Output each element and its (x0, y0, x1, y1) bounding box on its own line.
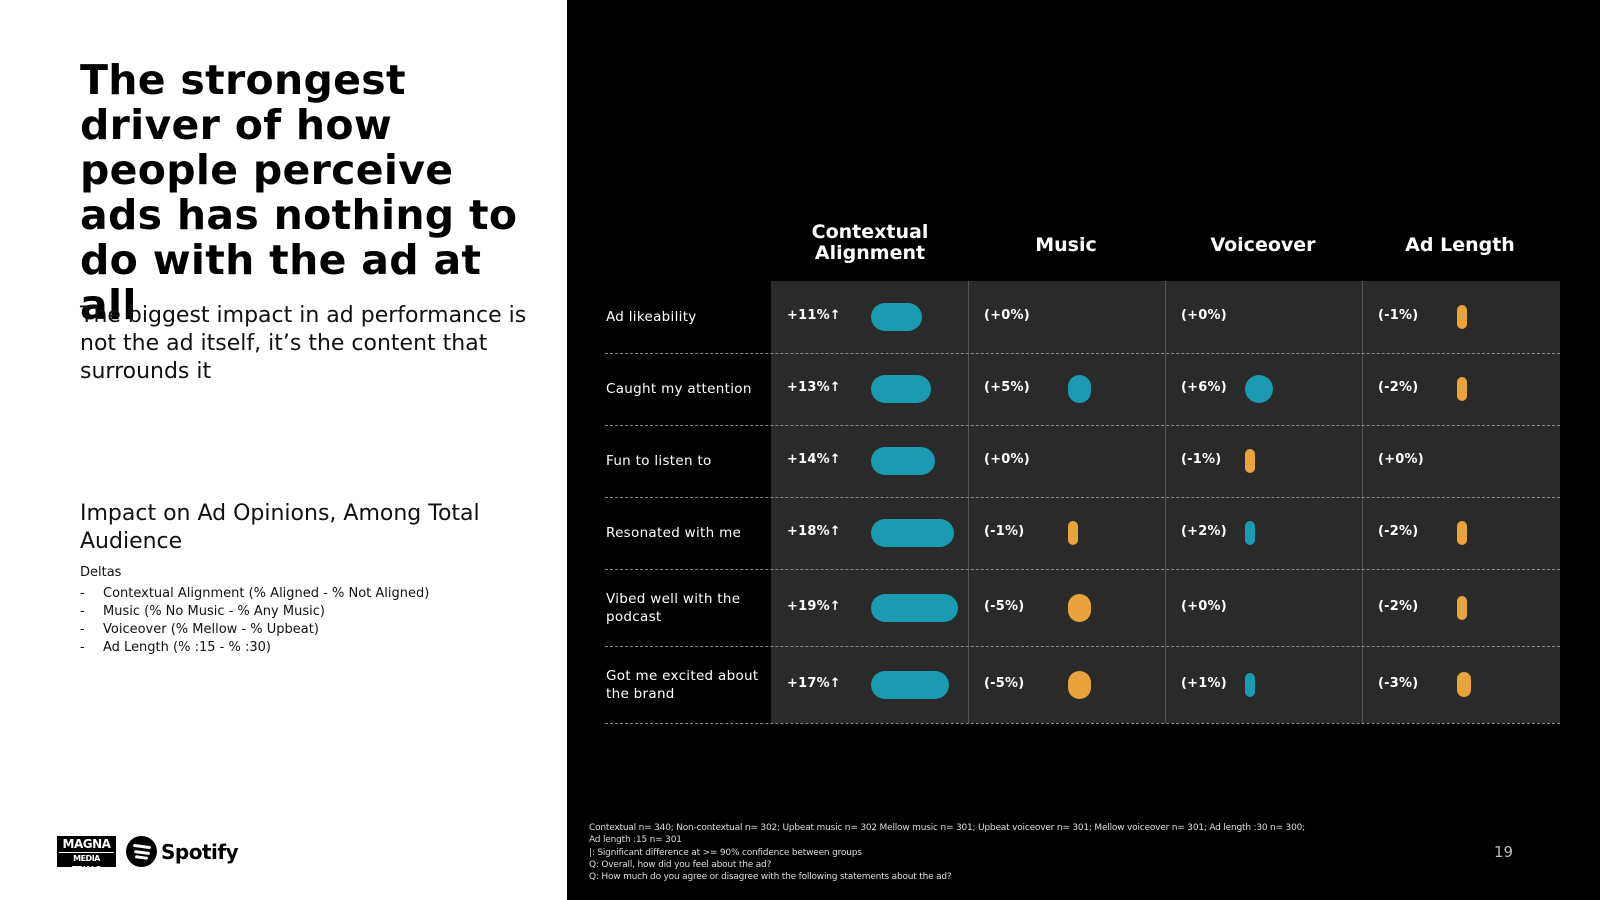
spotify-icon (126, 836, 157, 867)
row-divider (605, 569, 1560, 570)
row-divider (605, 723, 1560, 724)
data-label: (+0%) (984, 308, 1030, 323)
data-mark (1457, 671, 1471, 698)
column-header-contextual: Contextual Alignment (811, 221, 929, 264)
footnote-line: Contextual n= 340; Non-contextual n= 302… (589, 823, 1305, 833)
data-label: +18%↑ (787, 524, 841, 539)
data-label: +17%↑ (787, 675, 841, 691)
spotify-wordmark: Spotify (161, 839, 239, 864)
magna-logo: MAGNA MEDIA TRIALS (57, 836, 116, 874)
deltas-item: Contextual Alignment (% Aligned - % Not … (80, 585, 429, 603)
data-label: (-1%) (984, 524, 1025, 539)
data-label: (-5%) (984, 598, 1025, 614)
row-label: Got me excited about the brand (606, 667, 759, 702)
data-label: (+0%) (1181, 308, 1227, 323)
data-mark (1457, 595, 1467, 620)
column-bg-voiceover (1165, 281, 1362, 723)
footnotes: Contextual n= 340; Non-contextual n= 302… (589, 822, 1389, 883)
data-label: (-1%) (1378, 308, 1419, 323)
column-bg-music (968, 281, 1165, 723)
page-title: The strongest driver of how people perce… (80, 56, 518, 329)
data-mark (1245, 449, 1255, 473)
data-label: +14%↑ (787, 452, 841, 467)
data-label: (+5%) (984, 380, 1030, 395)
data-mark (1245, 672, 1255, 697)
data-mark (1068, 375, 1091, 403)
chart-title: Impact on Ad Opinions, Among Total Audie… (80, 501, 480, 554)
deltas-legend: Deltas Contextual Alignment (% Aligned -… (80, 565, 429, 657)
row-divider (605, 646, 1560, 647)
row-divider (605, 353, 1560, 354)
deltas-item: Music (% No Music - % Any Music) (80, 603, 429, 621)
column-divider (968, 281, 969, 723)
column-header-ad-length: Ad Length (1405, 234, 1515, 256)
data-mark (871, 303, 922, 331)
row-label: Ad likeability (606, 309, 697, 325)
row-label: Fun to listen to (606, 453, 712, 469)
data-label: (+0%) (984, 452, 1030, 467)
footnote-line: Ad length :15 n= 301 (589, 835, 682, 846)
data-label: (-2%) (1378, 598, 1419, 614)
data-label: (+0%) (1181, 598, 1227, 614)
data-mark (871, 593, 958, 622)
data-mark (871, 670, 949, 699)
column-header-music: Music (1035, 234, 1097, 256)
data-mark (1457, 521, 1467, 545)
column-bg-ad-length (1362, 281, 1560, 723)
data-mark (1068, 521, 1078, 545)
footnote-line: Q: Overall, how did you feel about the a… (589, 859, 772, 870)
row-divider (605, 425, 1560, 426)
data-mark (1457, 305, 1467, 329)
data-mark (871, 447, 935, 475)
data-label: (+6%) (1181, 380, 1227, 395)
column-divider (1362, 281, 1363, 723)
subheadline: The biggest impact in ad performance is … (80, 303, 527, 384)
page-number: 19 (1494, 843, 1514, 861)
data-label: (+1%) (1181, 675, 1227, 691)
deltas-list: Contextual Alignment (% Aligned - % Not … (80, 585, 429, 657)
row-label: Caught my attention (606, 381, 752, 397)
spotify-logo: Spotify (126, 836, 239, 867)
footnote-line: Q: How much do you agree or disagree wit… (589, 872, 952, 883)
deltas-item: Ad Length (% :15 - % :30) (80, 639, 429, 657)
magna-logo-text: MAGNA (62, 837, 111, 851)
column-bg-contextual (771, 281, 968, 723)
deltas-item: Voiceover (% Mellow - % Upbeat) (80, 621, 429, 639)
column-divider (1165, 281, 1166, 723)
data-label: +19%↑ (787, 598, 841, 614)
magna-logo-subtext: MEDIA TRIALS (59, 852, 114, 875)
data-mark (1068, 670, 1091, 699)
data-label: (-1%) (1181, 452, 1222, 467)
data-label: +11%↑ (787, 308, 841, 323)
data-mark (1457, 377, 1467, 401)
data-mark (1068, 593, 1091, 622)
data-label: +13%↑ (787, 380, 841, 395)
data-mark (871, 519, 954, 547)
data-label: (+2%) (1181, 524, 1227, 539)
column-header-voiceover: Voiceover (1210, 234, 1316, 256)
data-label: (-5%) (984, 675, 1025, 691)
data-label: (-3%) (1378, 675, 1419, 691)
left-panel: The strongest driver of how people perce… (0, 0, 567, 900)
data-mark (1245, 521, 1255, 545)
deltas-label: Deltas (80, 565, 122, 580)
data-label: (+0%) (1378, 452, 1424, 467)
footnote-line: |: Significant difference at >= 90% conf… (589, 847, 862, 858)
row-label: Resonated with me (606, 525, 742, 541)
data-label: (-2%) (1378, 380, 1419, 395)
data-mark (1245, 375, 1273, 403)
row-divider (605, 497, 1560, 498)
data-mark (871, 375, 931, 403)
logo-bar: MAGNA MEDIA TRIALS Spotify (57, 836, 239, 874)
row-label: Vibed well with the podcast (606, 590, 741, 625)
data-label: (-2%) (1378, 524, 1419, 539)
